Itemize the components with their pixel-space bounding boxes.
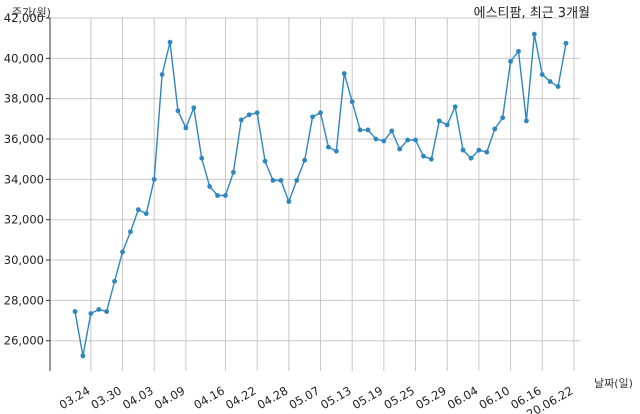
data-point xyxy=(151,176,157,182)
data-point xyxy=(72,309,78,314)
data-point xyxy=(310,114,315,120)
data-point xyxy=(318,110,323,116)
data-point xyxy=(349,99,355,105)
y-tick-label: 36,000 xyxy=(4,132,44,146)
chart-title: 에스티팜, 최근 3개월 xyxy=(474,6,590,21)
data-point xyxy=(278,177,284,183)
data-point xyxy=(135,207,141,213)
data-point xyxy=(230,169,236,175)
data-point xyxy=(365,127,371,133)
data-point xyxy=(246,112,252,118)
data-point xyxy=(207,184,213,189)
data-point xyxy=(333,148,339,154)
data-point xyxy=(199,155,205,161)
y-axis-title: 주가(원) xyxy=(12,6,51,19)
data-point xyxy=(492,126,498,132)
y-tick-label: 40,000 xyxy=(4,51,44,65)
data-point xyxy=(326,144,331,150)
data-point xyxy=(270,177,276,183)
data-point xyxy=(183,125,189,131)
data-point xyxy=(254,110,260,116)
data-point xyxy=(302,157,308,163)
data-point xyxy=(341,71,347,76)
y-tick-label: 38,000 xyxy=(4,92,44,106)
data-point xyxy=(143,211,149,217)
x-tick-label: 05.13 xyxy=(318,383,354,412)
data-point xyxy=(508,58,513,64)
x-tick-label: 05.29 xyxy=(413,383,449,412)
data-point xyxy=(294,177,300,183)
data-point xyxy=(191,105,197,111)
data-point xyxy=(460,147,466,153)
data-point xyxy=(444,122,450,128)
data-point xyxy=(373,136,379,142)
data-point xyxy=(547,79,553,84)
data-point xyxy=(421,153,426,159)
data-point xyxy=(539,72,545,77)
data-point xyxy=(428,156,434,162)
data-point xyxy=(112,278,117,284)
data-point xyxy=(357,127,363,133)
data-point xyxy=(413,137,418,143)
data-point xyxy=(80,353,86,359)
data-point xyxy=(405,137,411,143)
data-point xyxy=(436,118,442,124)
data-point xyxy=(500,115,506,121)
data-point xyxy=(524,118,529,124)
data-point xyxy=(381,138,387,144)
data-point xyxy=(555,84,561,89)
data-point xyxy=(286,199,292,204)
data-point xyxy=(215,193,220,198)
x-tick-label: 03.24 xyxy=(57,383,93,412)
y-axis-ticks: 26,000 28,000 30,000 32,000 34,000 36,000 38,0… xyxy=(4,11,50,348)
data-point xyxy=(159,72,165,77)
data-point xyxy=(516,48,521,54)
y-tick-label: 30,000 xyxy=(4,253,44,267)
x-tick-label: 04.16 xyxy=(191,383,227,412)
data-point xyxy=(238,117,244,123)
data-point xyxy=(476,147,482,153)
grid-lines xyxy=(50,17,580,371)
data-point xyxy=(120,249,125,255)
data-point xyxy=(223,193,228,198)
data-point xyxy=(128,229,133,235)
data-point xyxy=(468,155,474,161)
x-tick-label: 04.22 xyxy=(223,383,259,412)
y-tick-label: 26,000 xyxy=(4,334,44,348)
y-tick-label: 34,000 xyxy=(4,172,44,186)
x-tick-label: 04.28 xyxy=(255,383,291,412)
data-point xyxy=(531,31,537,37)
x-tick-label: 06.10 xyxy=(477,383,513,412)
data-point xyxy=(96,307,102,312)
data-point xyxy=(563,40,569,46)
x-tick-label: 04.09 xyxy=(152,383,188,412)
data-point xyxy=(484,149,490,155)
data-point xyxy=(167,39,173,45)
data-point xyxy=(175,108,181,114)
y-tick-label: 28,000 xyxy=(4,293,44,307)
data-point xyxy=(397,146,403,152)
price-series-points xyxy=(72,31,569,359)
data-point xyxy=(104,309,110,314)
x-axis-title: 날짜(일) xyxy=(594,376,633,390)
x-tick-label: 05.25 xyxy=(382,383,418,412)
y-tick-label: 32,000 xyxy=(4,213,44,227)
x-tick-label: 04.03 xyxy=(120,383,156,412)
data-point xyxy=(262,158,268,164)
data-point xyxy=(452,104,458,110)
x-tick-label: 05.19 xyxy=(350,383,386,412)
x-tick-label: 05.07 xyxy=(286,383,322,412)
x-tick-label: 06.04 xyxy=(445,383,481,412)
data-point xyxy=(88,311,94,316)
data-point xyxy=(389,128,395,134)
y-tick-label: 42,000 xyxy=(4,11,44,25)
x-tick-label: 03.30 xyxy=(88,383,124,412)
